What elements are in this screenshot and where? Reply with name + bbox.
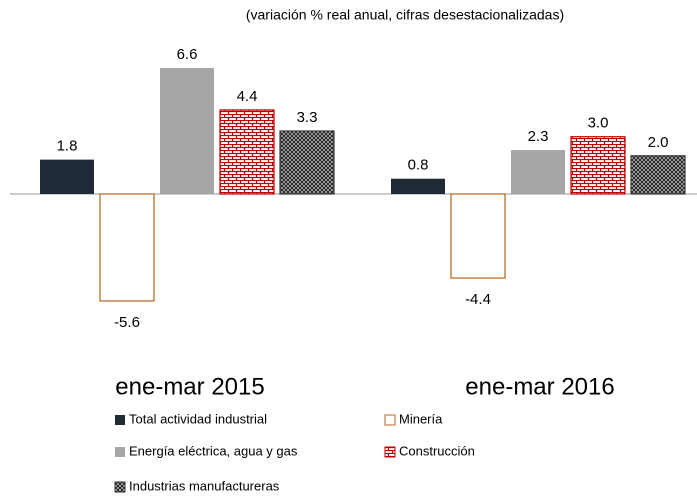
legend-label: Construcción (399, 443, 475, 458)
data-label: 2.3 (528, 128, 549, 145)
bar (99, 193, 155, 302)
bar (160, 67, 214, 194)
legend-swatch (384, 446, 396, 458)
legend-swatch (115, 415, 125, 425)
data-label: 0.8 (408, 157, 429, 174)
data-label: -4.4 (465, 291, 491, 308)
data-label: -5.6 (114, 314, 140, 331)
category-label: ene-mar 2016 (465, 373, 614, 400)
category-label: ene-mar 2015 (115, 373, 264, 400)
bar (40, 159, 94, 194)
bar (570, 136, 626, 195)
legend-label: Energía eléctrica, agua y gas (129, 443, 298, 458)
data-label: 4.4 (237, 88, 258, 105)
legend-swatch (114, 481, 126, 493)
bar (511, 150, 565, 194)
subtitle: (variación % real anual, cifras desestac… (246, 7, 564, 23)
data-label: 2.0 (648, 134, 669, 151)
bar (450, 193, 506, 279)
legend-swatch (115, 447, 125, 457)
legend-label: Total actividad industrial (129, 411, 267, 426)
bar (219, 109, 275, 195)
data-label: 6.6 (177, 46, 198, 63)
legend-label: Industrias manufactureras (129, 478, 280, 493)
data-label: 1.8 (57, 138, 78, 155)
data-label: 3.3 (297, 109, 318, 126)
data-label: 3.0 (588, 115, 609, 132)
legend-label: Minería (399, 411, 443, 426)
bar (279, 130, 335, 195)
bar (391, 178, 445, 194)
bar (630, 155, 686, 195)
legend-swatch (384, 414, 396, 426)
